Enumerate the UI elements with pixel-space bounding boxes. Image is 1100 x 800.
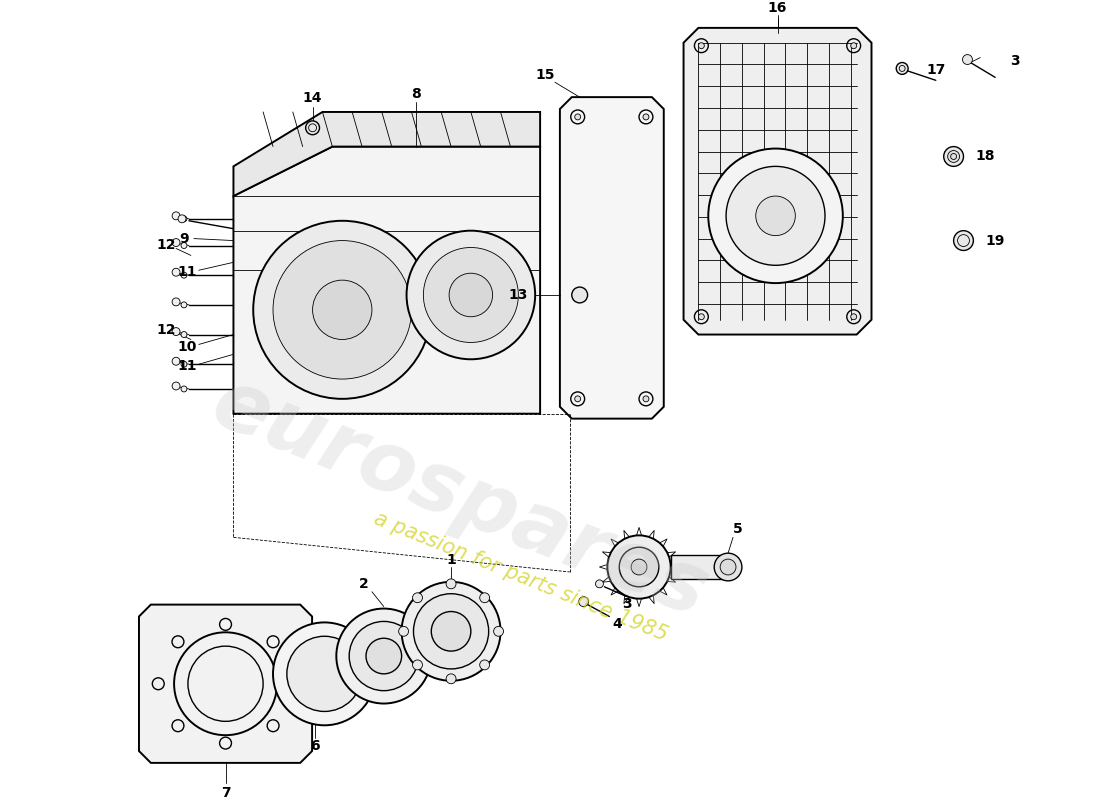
Circle shape: [494, 626, 504, 636]
Circle shape: [182, 362, 187, 367]
Circle shape: [944, 146, 964, 166]
Circle shape: [412, 660, 422, 670]
Circle shape: [698, 314, 704, 320]
Polygon shape: [233, 146, 540, 414]
Text: 19: 19: [986, 234, 1004, 247]
Circle shape: [412, 593, 422, 602]
Circle shape: [431, 611, 471, 651]
Circle shape: [182, 386, 187, 392]
Circle shape: [182, 302, 187, 308]
Text: 11: 11: [177, 266, 197, 279]
Circle shape: [424, 247, 518, 342]
Circle shape: [182, 272, 187, 278]
Circle shape: [172, 268, 180, 276]
Circle shape: [306, 121, 319, 134]
Text: 16: 16: [768, 1, 788, 15]
Text: a passion for parts since 1985: a passion for parts since 1985: [371, 509, 670, 645]
Circle shape: [182, 331, 187, 338]
Circle shape: [312, 280, 372, 339]
Text: 17: 17: [926, 63, 946, 78]
Text: 11: 11: [177, 359, 197, 374]
Circle shape: [948, 150, 959, 162]
Text: 18: 18: [976, 150, 996, 163]
Text: 2: 2: [359, 577, 369, 591]
Text: 10: 10: [177, 341, 197, 354]
Circle shape: [720, 559, 736, 575]
Circle shape: [954, 230, 974, 250]
Circle shape: [850, 314, 857, 320]
Circle shape: [896, 62, 909, 74]
Circle shape: [172, 298, 180, 306]
Circle shape: [182, 242, 187, 249]
Circle shape: [714, 553, 741, 581]
Text: 12: 12: [156, 322, 176, 337]
Text: 14: 14: [302, 91, 322, 105]
Text: 4: 4: [613, 618, 623, 631]
Circle shape: [644, 114, 649, 120]
Text: 3: 3: [623, 597, 632, 610]
Circle shape: [366, 638, 402, 674]
Circle shape: [253, 221, 431, 399]
Circle shape: [572, 287, 587, 303]
Text: 5: 5: [733, 522, 742, 537]
Circle shape: [407, 230, 536, 359]
Circle shape: [273, 241, 411, 379]
Circle shape: [182, 216, 187, 222]
Circle shape: [172, 358, 180, 366]
Text: 3: 3: [1010, 54, 1020, 67]
Circle shape: [172, 212, 180, 220]
Polygon shape: [139, 605, 312, 763]
Circle shape: [349, 622, 418, 690]
Circle shape: [398, 626, 408, 636]
Text: 8: 8: [411, 87, 421, 101]
Polygon shape: [671, 555, 728, 579]
Circle shape: [402, 582, 500, 681]
Circle shape: [644, 396, 649, 402]
Text: eurospares: eurospares: [201, 362, 720, 634]
Circle shape: [850, 42, 857, 49]
Polygon shape: [560, 97, 663, 418]
Circle shape: [607, 535, 671, 598]
Circle shape: [480, 660, 490, 670]
Polygon shape: [683, 28, 871, 334]
Circle shape: [449, 274, 493, 317]
Circle shape: [172, 382, 180, 390]
Circle shape: [480, 593, 490, 602]
Circle shape: [574, 114, 581, 120]
Circle shape: [337, 609, 431, 703]
Text: 15: 15: [536, 68, 554, 82]
Polygon shape: [233, 112, 540, 196]
Circle shape: [631, 559, 647, 575]
Text: 1: 1: [447, 553, 456, 567]
Circle shape: [172, 328, 180, 335]
Circle shape: [414, 594, 488, 669]
Circle shape: [178, 215, 186, 222]
Text: 9: 9: [179, 231, 189, 246]
Circle shape: [756, 196, 795, 236]
Circle shape: [447, 674, 456, 684]
Circle shape: [595, 580, 604, 588]
Circle shape: [273, 622, 376, 726]
Circle shape: [726, 166, 825, 266]
Circle shape: [708, 149, 843, 283]
Text: 6: 6: [310, 739, 319, 753]
Circle shape: [962, 54, 972, 65]
Text: 12: 12: [156, 238, 176, 251]
Circle shape: [579, 597, 588, 606]
Circle shape: [698, 42, 704, 49]
Circle shape: [172, 238, 180, 246]
Circle shape: [447, 579, 456, 589]
Circle shape: [619, 547, 659, 587]
Circle shape: [287, 636, 362, 711]
Text: 13: 13: [508, 288, 528, 302]
Circle shape: [574, 396, 581, 402]
Text: 7: 7: [221, 786, 230, 799]
